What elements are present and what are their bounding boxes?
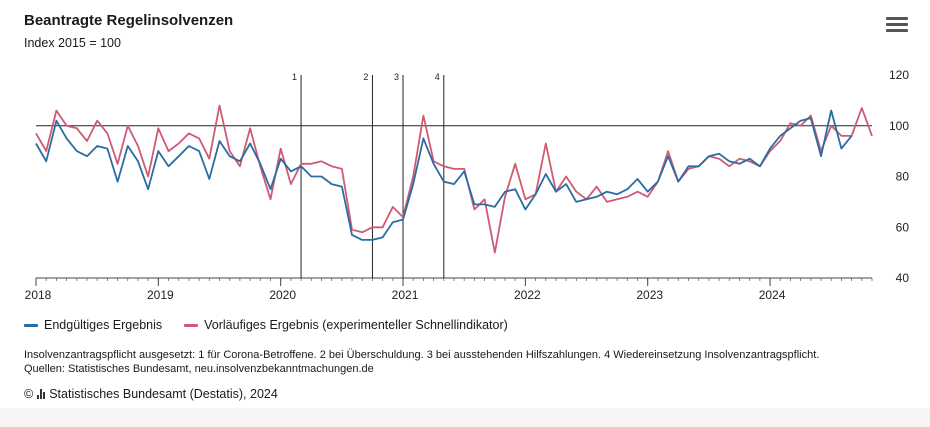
chart-legend: Endgültiges Ergebnis Vorläufiges Ergebni… xyxy=(24,318,508,332)
footnote-sources: Quellen: Statistisches Bundesamt, neu.in… xyxy=(24,363,374,375)
destatis-logo-icon xyxy=(37,389,46,399)
line-chart: 2018 2019 2020 2021 2022 2023 2024 40 60 80 100 120… xyxy=(25,68,910,302)
y-tick-label: 120 xyxy=(889,68,909,82)
x-tick-label: 2022 xyxy=(514,288,541,302)
legend-swatch-final xyxy=(24,323,38,327)
legend-label-preliminary: Vorläufiges Ergebnis (experimenteller Sc… xyxy=(204,318,508,332)
copyright-symbol: © xyxy=(24,387,34,401)
menu-bar xyxy=(886,17,908,20)
y-tick-label: 60 xyxy=(896,220,910,234)
footer-band xyxy=(0,408,930,427)
y-tick-label: 80 xyxy=(896,170,910,184)
x-tick-label: 2020 xyxy=(269,288,296,302)
footnote-suspension-note: Insolvenzantragspflicht ausgesetzt: 1 fü… xyxy=(24,349,820,361)
series-line-preliminary xyxy=(35,104,873,254)
legend-label-final: Endgültiges Ergebnis xyxy=(44,318,163,332)
legend-item-final[interactable]: Endgültiges Ergebnis xyxy=(24,318,162,332)
legend-swatch-preliminary xyxy=(184,323,199,327)
legend-item-preliminary[interactable]: Vorläufiges Ergebnis (experimenteller Sc… xyxy=(184,318,508,332)
y-tick-label: 40 xyxy=(896,271,910,285)
x-tick-label: 2023 xyxy=(636,288,663,302)
copyright-text: Statistisches Bundesamt (Destatis), 2024 xyxy=(49,387,278,401)
x-tick-label: 2021 xyxy=(392,288,419,302)
copyright-line: © Statistisches Bundesamt (Destatis), 20… xyxy=(24,387,278,401)
x-tick-label: 2024 xyxy=(759,288,786,302)
chart-title: Beantragte Regelinsolvenzen xyxy=(24,12,234,29)
x-tick-label: 2019 xyxy=(147,288,174,302)
hamburger-menu-icon[interactable] xyxy=(884,14,910,38)
menu-bar xyxy=(886,23,908,26)
event-label-1: 1 xyxy=(292,72,297,82)
y-tick-label: 100 xyxy=(889,119,909,133)
event-label-4: 4 xyxy=(435,72,440,82)
event-label-2: 2 xyxy=(363,72,368,82)
event-label-3: 3 xyxy=(394,72,399,82)
series-line-final xyxy=(35,109,853,241)
chart-subtitle: Index 2015 = 100 xyxy=(24,36,121,50)
menu-bar xyxy=(886,29,908,32)
x-tick-label: 2018 xyxy=(25,288,52,302)
chart-footnote: Insolvenzantragspflicht ausgesetzt: 1 fü… xyxy=(24,348,819,376)
